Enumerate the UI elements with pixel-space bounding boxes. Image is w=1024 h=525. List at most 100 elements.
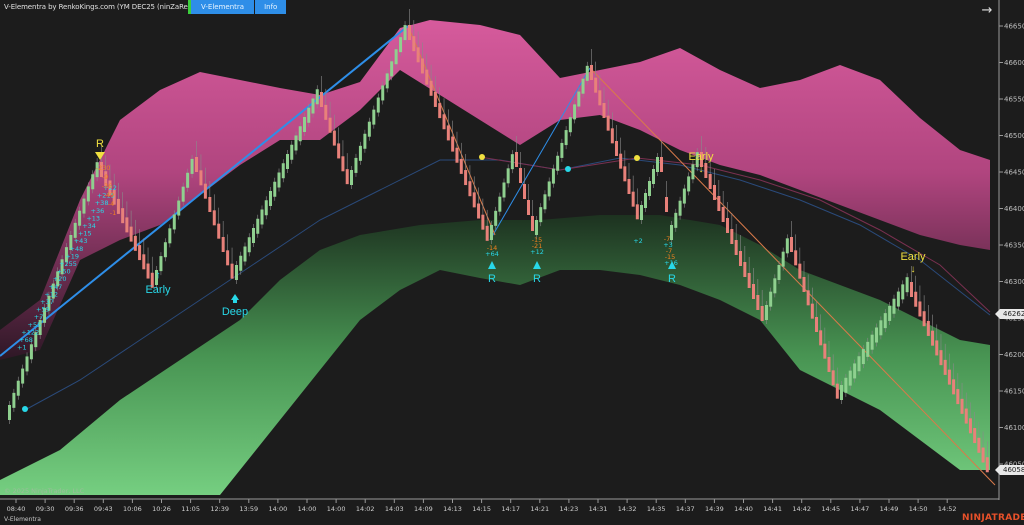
svg-text:14:45: 14:45: [821, 505, 840, 513]
svg-text:14:50: 14:50: [909, 505, 928, 513]
svg-text:Early: Early: [145, 284, 171, 296]
svg-text:↓: ↓: [699, 164, 704, 175]
svg-text:+34: +34: [82, 222, 96, 230]
svg-text:+19: +19: [65, 252, 79, 260]
svg-text:14:17: 14:17: [501, 505, 520, 513]
svg-text:14:35: 14:35: [647, 505, 666, 513]
svg-text:14:09: 14:09: [414, 505, 433, 513]
svg-text:12:39: 12:39: [210, 505, 229, 513]
svg-text:46650: 46650: [1004, 23, 1024, 31]
svg-text:R: R: [488, 273, 496, 285]
svg-text:-9: -9: [102, 173, 108, 181]
svg-text:-36: -36: [102, 182, 113, 190]
svg-text:46200: 46200: [1004, 351, 1024, 359]
svg-text:14:39: 14:39: [705, 505, 724, 513]
svg-text:14:13: 14:13: [443, 505, 462, 513]
svg-text:14:00: 14:00: [298, 505, 317, 513]
svg-text:14:32: 14:32: [618, 505, 637, 513]
scroll-to-latest-arrow-icon[interactable]: →: [981, 3, 993, 18]
svg-text:14:49: 14:49: [880, 505, 899, 513]
svg-text:46400: 46400: [1004, 205, 1024, 213]
svg-text:10:26: 10:26: [152, 505, 171, 513]
svg-text:R: R: [533, 273, 541, 285]
svg-text:+47: +47: [49, 283, 63, 291]
svg-text:-7: -7: [664, 235, 670, 243]
svg-text:14:23: 14:23: [560, 505, 579, 513]
svg-text:-15: -15: [665, 253, 676, 261]
svg-text:14:42: 14:42: [792, 505, 811, 513]
svg-text:+37: +37: [40, 298, 54, 306]
svg-text:08:40: 08:40: [7, 505, 26, 513]
svg-text:-4: -4: [108, 200, 114, 208]
svg-text:13:59: 13:59: [239, 505, 258, 513]
svg-text:46500: 46500: [1004, 132, 1024, 140]
svg-text:46550: 46550: [1004, 96, 1024, 104]
svg-text:+2: +2: [633, 237, 643, 245]
svg-text:09:36: 09:36: [65, 505, 84, 513]
svg-text:46050: 46050: [1004, 461, 1024, 469]
svg-text:R: R: [96, 138, 104, 150]
svg-text:Early: Early: [900, 251, 926, 263]
svg-text:+68: +68: [19, 336, 33, 344]
svg-text:+55: +55: [28, 321, 42, 329]
svg-text:46150: 46150: [1004, 388, 1024, 396]
svg-text:46450: 46450: [1004, 169, 1024, 177]
copyright-text: © 2025 NinjaTrader, LLC: [4, 487, 85, 495]
current-price-tag-upper: 46262: [994, 309, 1024, 319]
svg-text:+12: +12: [530, 248, 544, 256]
svg-text:09:43: 09:43: [94, 505, 113, 513]
current-price-tag-last: 46058: [994, 465, 1024, 475]
svg-text:+122: +122: [21, 328, 39, 336]
svg-text:+1: +1: [17, 344, 27, 352]
svg-text:+12: +12: [44, 290, 58, 298]
svg-text:10:06: 10:06: [123, 505, 142, 513]
svg-text:14:00: 14:00: [269, 505, 288, 513]
svg-text:+50: +50: [57, 268, 71, 276]
svg-text:14:03: 14:03: [385, 505, 404, 513]
svg-text:+15: +15: [78, 230, 92, 238]
svg-text:14:41: 14:41: [763, 505, 782, 513]
svg-text:09:30: 09:30: [36, 505, 55, 513]
info-button[interactable]: Info: [255, 0, 287, 14]
active-accent: [188, 0, 191, 14]
svg-text:Deep: Deep: [222, 306, 248, 318]
chart-title: V-Elementra by RenkoKings.com (YM DEC25 …: [4, 3, 228, 11]
svg-text:-230: -230: [96, 164, 111, 172]
svg-text:11:05: 11:05: [181, 505, 200, 513]
svg-text:+3: +3: [663, 241, 673, 249]
svg-text:14:21: 14:21: [530, 505, 549, 513]
svg-text:14:47: 14:47: [851, 505, 870, 513]
svg-text:+13: +13: [86, 214, 100, 222]
svg-text:14:00: 14:00: [327, 505, 346, 513]
svg-text:+59: +59: [36, 306, 50, 314]
svg-text:↓: ↓: [911, 264, 916, 275]
renko-bars: [8, 9, 989, 473]
svg-text:-49: -49: [104, 191, 115, 199]
band-layer: [0, 20, 990, 495]
svg-text:+48: +48: [70, 245, 84, 253]
svg-text:+215: +215: [97, 192, 115, 200]
svg-text:46300: 46300: [1004, 278, 1024, 286]
svg-text:-1: -1: [110, 209, 116, 217]
svg-text:14:02: 14:02: [356, 505, 375, 513]
svg-text:↑: ↑: [156, 270, 161, 281]
svg-text:14:31: 14:31: [589, 505, 608, 513]
svg-text:+22: +22: [103, 184, 117, 192]
svg-text:R: R: [668, 273, 676, 285]
v-elementra-button[interactable]: V-Elementra: [191, 0, 255, 14]
indicator-button-strip: V-Elementra Info: [188, 0, 287, 14]
svg-text:14:40: 14:40: [734, 505, 753, 513]
indicator-panel-label: V-Elementra: [4, 516, 41, 523]
svg-text:+7: +7: [34, 313, 44, 321]
svg-text:46350: 46350: [1004, 242, 1024, 250]
svg-text:+43: +43: [74, 237, 88, 245]
svg-text:Early: Early: [688, 151, 714, 163]
svg-text:+64: +64: [485, 250, 499, 258]
svg-text:-7: -7: [666, 247, 672, 255]
ninjatrader-logo: NINJATRADER: [962, 513, 1024, 523]
svg-text:+16: +16: [664, 259, 678, 267]
svg-text:+36: +36: [91, 207, 105, 215]
